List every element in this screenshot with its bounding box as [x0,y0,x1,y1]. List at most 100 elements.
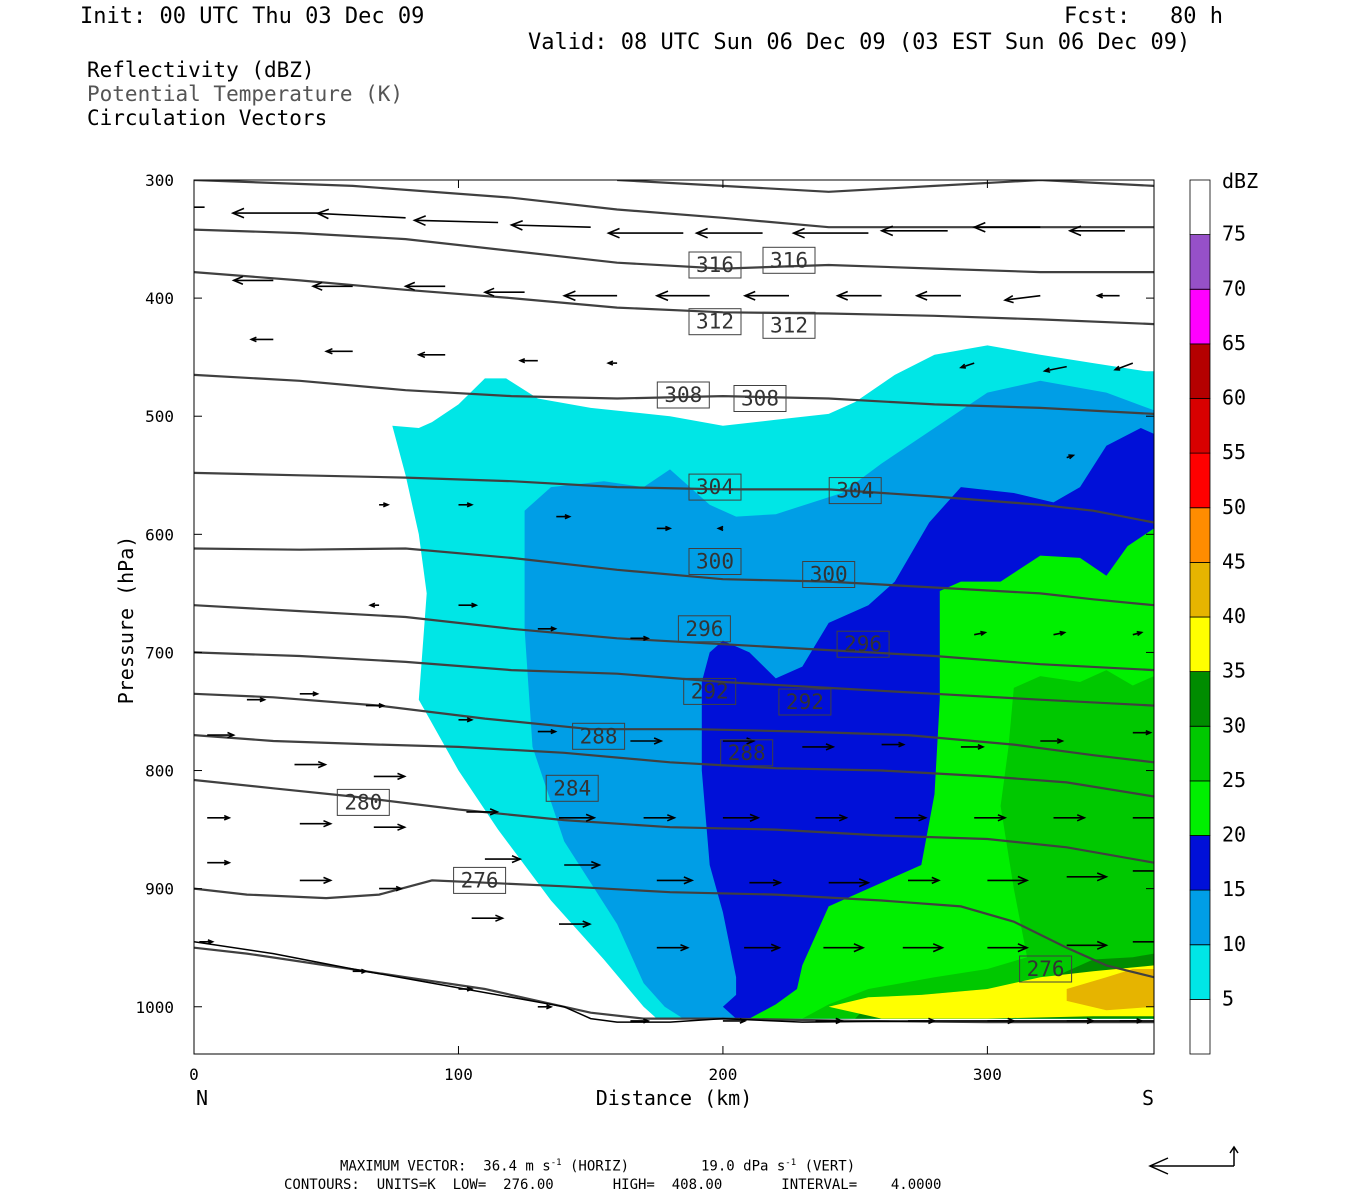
circulation-vector [914,290,961,301]
contour-label-box [572,722,626,750]
vector-head [694,227,708,239]
circulation-vector [960,744,985,750]
circulation-vector [311,281,353,291]
contour-label-box [802,561,856,588]
colorbar-label: 75 [1222,222,1246,246]
y-tick-label: 800 [145,762,174,781]
vector-head [825,743,836,751]
colorbar-swatch-10 [1189,889,1211,946]
vector-head [1056,738,1065,744]
vector-shaft [1005,294,1041,301]
circulation-vector [373,823,407,831]
circulation-vector [606,360,618,366]
colorbar-label: 25 [1222,768,1246,792]
vector-head [835,290,849,301]
contour-label-box [683,677,737,705]
vector-head [932,943,945,953]
contour-label-text: 316 [770,248,808,272]
vector-head [853,943,866,953]
colorbar-label: 30 [1222,713,1246,737]
colorbar-swatch-20 [1189,780,1211,836]
circulation-vector [352,968,368,975]
circulation-vector [368,602,380,608]
circulation-vector [959,362,975,369]
circulation-vector [974,814,1008,822]
vector-head [977,744,985,750]
vector-head [770,943,782,952]
vector-head [1067,225,1082,237]
contour-label-text: 276 [461,868,499,892]
vector-head [1157,815,1164,821]
contour-label-box [677,615,731,643]
max-vector-note: MAXIMUM VECTOR: 36.4 m s-1 (HORIZ) 19.0 d… [340,1158,855,1175]
colorbar-label: 55 [1222,440,1246,464]
circulation-vector [791,227,869,239]
vector-shaft [1114,362,1134,371]
circulation-vector [987,1017,1016,1025]
vector-head [746,737,756,745]
circulation-vector [974,630,988,636]
circulation-vector [458,986,474,992]
contour-label-text: 280 [344,790,382,814]
circulation-vector [823,943,866,953]
vert-label: (VERT) [796,1158,856,1175]
circulation-vector [716,525,724,532]
contour-label: 316 [688,251,742,279]
circulation-vector [987,943,1030,953]
vector-head [606,360,614,366]
vector-head [749,813,761,822]
vector-head [1096,872,1109,882]
vector-head [1017,943,1030,953]
colorbar-swatch-5 [1189,944,1211,1000]
contour-label: 308 [656,381,710,409]
circulation-vector [908,876,941,885]
vector-head [1157,939,1164,945]
circulation-vector [722,1018,747,1024]
circulation-vector [379,885,404,892]
contour-label-box [836,630,890,658]
contour-label: 288 [720,739,774,767]
circulation-vector [694,227,763,239]
circulation-vector [365,702,386,709]
plot-frame [193,179,1155,1055]
y-tick-label: 500 [145,407,174,426]
circulation-vector [881,741,906,748]
circulation-vector [1053,630,1067,636]
contour-label-text: 312 [696,310,734,334]
circulation-vector [1113,362,1134,371]
circulation-vector [559,813,597,822]
circulation-vector [606,227,684,239]
vector-head [317,760,328,769]
reflectivity-region-40dbz [1066,969,1154,1011]
circulation-vector [802,743,836,751]
circulation-vector [1132,939,1164,945]
contour-label-box [656,381,710,409]
circulation-vectors [194,206,1164,1025]
circulation-vector [249,336,274,343]
colorbar-swatch-35 [1189,616,1211,672]
vector-head [416,351,426,359]
circulation-vector [207,814,232,821]
circulation-vector [902,943,945,953]
circulation-vector [1066,940,1109,950]
vector-head [972,221,986,233]
contour-label-text: 304 [696,475,734,499]
circulation-vector [416,351,446,359]
vector-head [495,914,505,922]
theta-contour-316 [194,271,1154,326]
vector-head [772,878,783,887]
contour-label-text: 300 [810,563,848,587]
circulation-vector [722,813,761,822]
contour-label: 312 [688,308,742,336]
vector-head [223,859,232,866]
vector-head [1096,940,1109,950]
circulation-vector [908,1017,937,1025]
circulation-vector [742,290,789,301]
colorbar-swatch-25 [1189,725,1211,782]
contour-label-text: 296 [685,617,723,641]
contour-label: 284 [545,774,599,802]
colorbar-label: 50 [1222,495,1246,519]
circulation-vector [537,728,558,735]
vector-head [382,502,390,508]
circulation-vector [564,860,602,870]
